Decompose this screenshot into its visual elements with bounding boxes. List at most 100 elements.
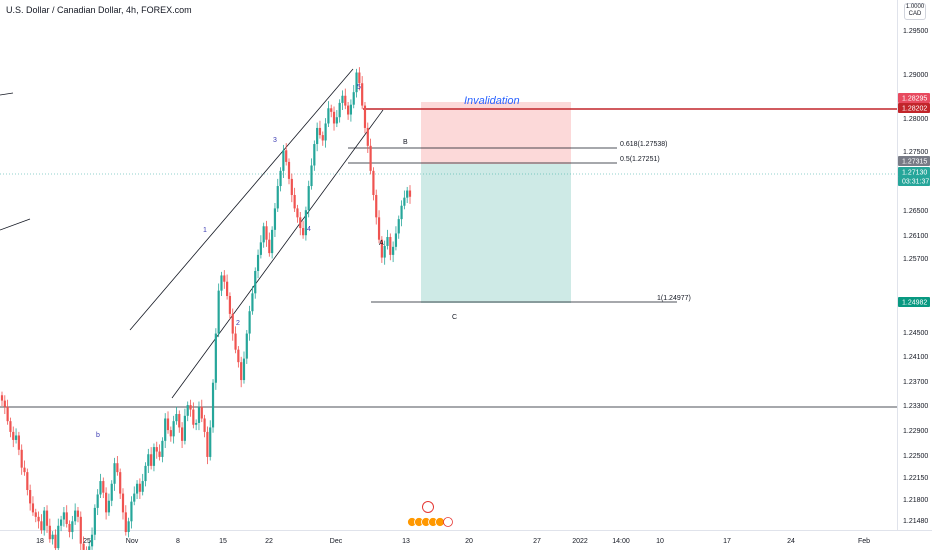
candle[interactable] xyxy=(99,473,102,499)
candle[interactable] xyxy=(12,426,15,448)
reward-zone[interactable] xyxy=(421,164,571,303)
candle[interactable] xyxy=(85,546,88,550)
candle[interactable] xyxy=(240,356,243,388)
candle[interactable] xyxy=(9,417,12,438)
candle[interactable] xyxy=(102,477,105,499)
candle[interactable] xyxy=(217,283,220,338)
candle[interactable] xyxy=(327,101,330,128)
candle[interactable] xyxy=(265,220,268,247)
candle[interactable] xyxy=(155,441,158,459)
candle[interactable] xyxy=(152,443,156,472)
candle[interactable] xyxy=(71,515,74,540)
candle[interactable] xyxy=(197,401,201,431)
candle[interactable] xyxy=(361,76,364,110)
candle[interactable] xyxy=(105,487,108,520)
candle[interactable] xyxy=(299,211,302,236)
event-flag-icon[interactable] xyxy=(443,517,453,527)
candle[interactable] xyxy=(285,143,288,166)
candle[interactable] xyxy=(349,99,353,122)
candle[interactable] xyxy=(17,431,20,456)
candle[interactable] xyxy=(166,411,170,434)
candle[interactable] xyxy=(231,308,234,341)
candle[interactable] xyxy=(220,271,223,297)
candle[interactable] xyxy=(206,426,209,465)
candle[interactable] xyxy=(386,229,389,250)
candle[interactable] xyxy=(237,346,240,368)
time-axis[interactable]: 18 25 Nov 8 15 22 Dec 13 20 27 2022 14:00 10 17 24 Feb xyxy=(36,538,870,545)
candle[interactable] xyxy=(290,173,293,203)
candle[interactable] xyxy=(127,517,130,538)
candle[interactable] xyxy=(377,210,381,244)
candle[interactable] xyxy=(144,462,147,487)
risk-zone[interactable] xyxy=(421,102,571,164)
candle[interactable] xyxy=(164,413,167,448)
candle[interactable] xyxy=(6,399,9,425)
candle[interactable] xyxy=(276,178,279,212)
candle[interactable] xyxy=(214,328,217,390)
candle[interactable] xyxy=(380,236,383,263)
candle[interactable] xyxy=(186,401,189,422)
candle[interactable] xyxy=(332,106,336,131)
candle[interactable] xyxy=(76,506,80,523)
candle[interactable] xyxy=(287,158,291,185)
candle[interactable] xyxy=(355,68,358,98)
candle[interactable] xyxy=(79,511,82,550)
candle[interactable] xyxy=(262,222,265,248)
candle[interactable] xyxy=(40,514,43,534)
candle[interactable] xyxy=(242,351,246,384)
candle[interactable] xyxy=(209,420,212,461)
candle[interactable] xyxy=(352,85,355,109)
candle[interactable] xyxy=(318,120,322,139)
price-axis[interactable]: 1.29500 1.29000 1.28000 1.27500 1.26500 1.261… xyxy=(903,28,928,525)
candle[interactable] xyxy=(62,506,66,527)
candle[interactable] xyxy=(31,496,35,516)
candle[interactable] xyxy=(172,415,175,444)
candle[interactable] xyxy=(369,138,372,175)
candle[interactable] xyxy=(259,235,262,259)
candle[interactable] xyxy=(113,457,116,491)
candle[interactable] xyxy=(93,504,96,541)
candle[interactable] xyxy=(26,468,29,496)
currency-badge[interactable]: 1.0000 CAD xyxy=(904,3,926,20)
candle[interactable] xyxy=(271,226,274,259)
candle[interactable] xyxy=(392,241,395,263)
candle[interactable] xyxy=(48,518,51,543)
candle[interactable] xyxy=(135,480,139,499)
candle[interactable] xyxy=(65,505,68,528)
candle[interactable] xyxy=(195,419,198,431)
candle[interactable] xyxy=(158,444,161,461)
candle[interactable] xyxy=(68,520,71,538)
candle[interactable] xyxy=(372,167,375,201)
channel-lower-line[interactable] xyxy=(171,109,384,399)
candle[interactable] xyxy=(234,326,237,354)
candle[interactable] xyxy=(147,448,150,474)
candle[interactable] xyxy=(119,468,122,499)
candle[interactable] xyxy=(268,232,271,257)
candle[interactable] xyxy=(90,527,94,550)
candle[interactable] xyxy=(169,426,172,442)
candle[interactable] xyxy=(324,118,327,148)
candle[interactable] xyxy=(57,518,60,550)
candle[interactable] xyxy=(82,536,85,550)
candle[interactable] xyxy=(223,270,226,289)
candle[interactable] xyxy=(178,410,181,433)
candle[interactable] xyxy=(254,267,257,299)
candle[interactable] xyxy=(400,200,403,227)
candle[interactable] xyxy=(330,104,333,118)
candle[interactable] xyxy=(116,456,119,476)
candle[interactable] xyxy=(138,478,141,499)
candle[interactable] xyxy=(408,185,412,204)
candle[interactable] xyxy=(307,180,310,218)
candle[interactable] xyxy=(251,286,254,315)
candle[interactable] xyxy=(383,240,386,265)
candle[interactable] xyxy=(124,505,127,536)
candle[interactable] xyxy=(59,515,63,532)
candle[interactable] xyxy=(20,444,23,475)
candle[interactable] xyxy=(211,379,215,433)
candle[interactable] xyxy=(175,406,178,425)
candle[interactable] xyxy=(45,505,49,533)
candle[interactable] xyxy=(363,102,367,134)
candle[interactable] xyxy=(403,190,406,210)
candle[interactable] xyxy=(293,187,296,212)
